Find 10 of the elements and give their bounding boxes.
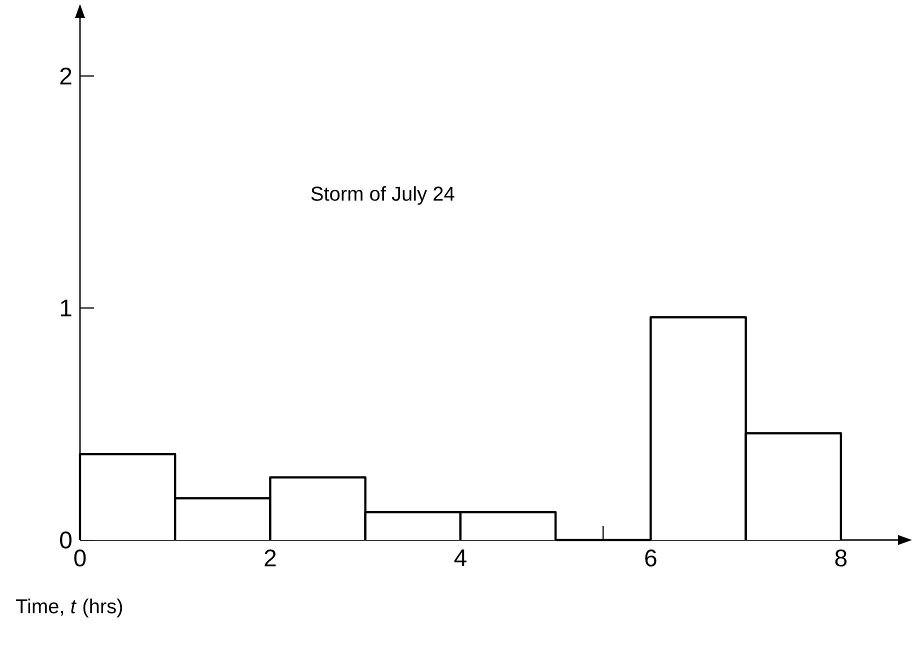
y-tick-label: 2: [60, 68, 72, 84]
y-tick-label: 1: [60, 300, 72, 316]
x-axis-title: Time, t (hrs): [16, 598, 122, 618]
x-tick-label: 6: [645, 550, 656, 567]
x-tick-label: 2: [264, 550, 276, 566]
y-tick-label: 0: [60, 532, 72, 548]
x-tick-label: 8: [835, 550, 847, 567]
annotation: Storm of July 24: [311, 186, 454, 205]
x-tick-label: 4: [454, 550, 466, 566]
x-tick-label: 0: [74, 550, 86, 567]
